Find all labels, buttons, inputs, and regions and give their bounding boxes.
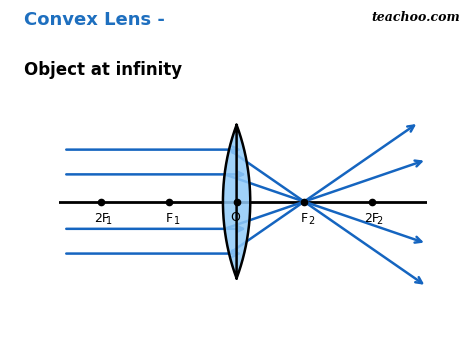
Text: teachoo.com: teachoo.com — [371, 11, 460, 24]
Text: Object at infinity: Object at infinity — [24, 61, 182, 79]
Text: 2F: 2F — [94, 212, 109, 225]
Text: 1: 1 — [106, 216, 112, 226]
Text: F: F — [301, 212, 308, 225]
Text: 2: 2 — [309, 216, 315, 226]
Text: Convex Lens -: Convex Lens - — [24, 11, 164, 29]
Text: F: F — [165, 212, 173, 225]
Text: 2F: 2F — [364, 212, 379, 225]
Text: 2: 2 — [376, 216, 383, 226]
Text: O: O — [230, 211, 240, 224]
Polygon shape — [223, 125, 250, 278]
Text: 1: 1 — [173, 216, 180, 226]
